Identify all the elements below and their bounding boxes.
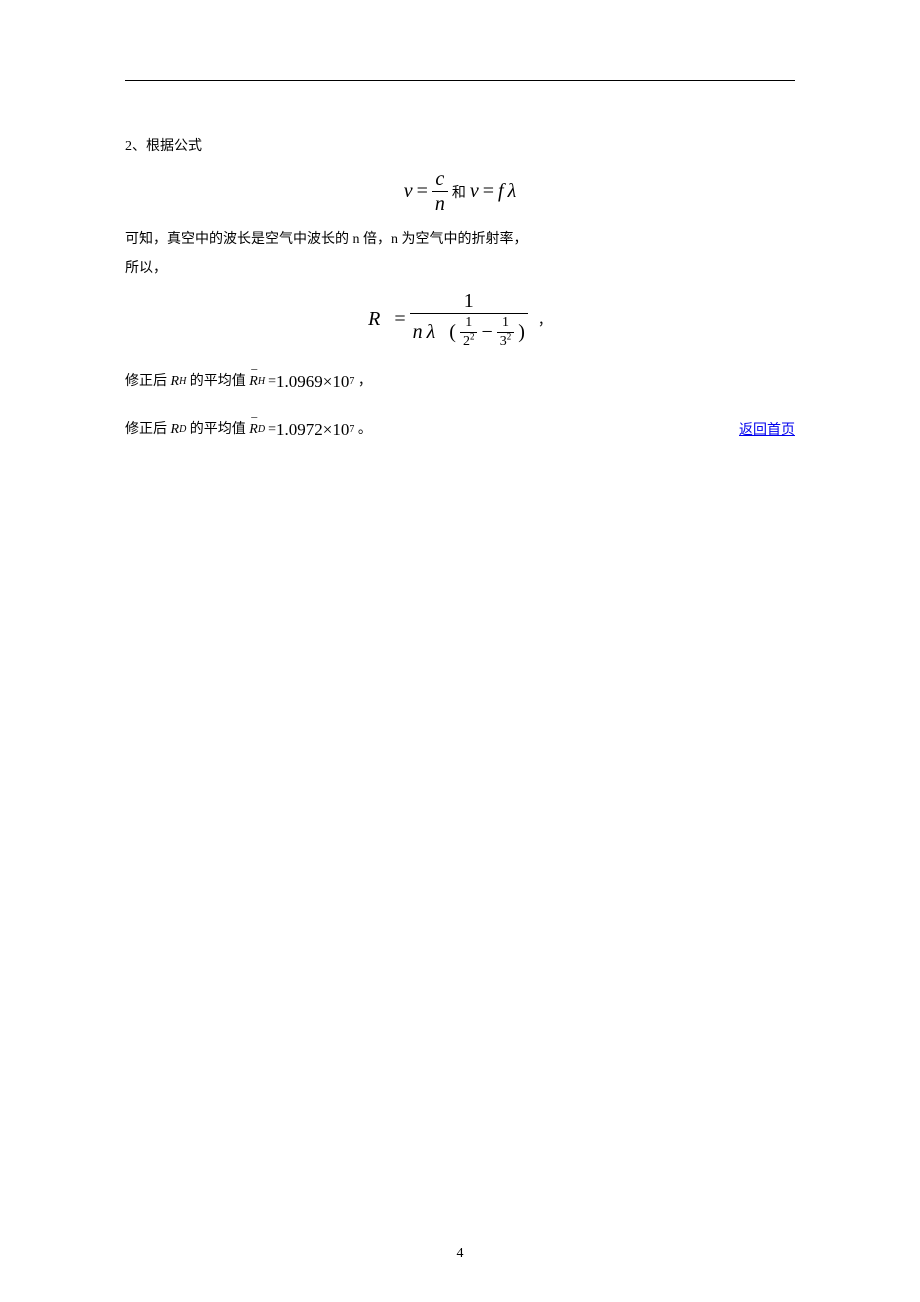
eq2-n: n: [413, 321, 423, 343]
eq2-minus: −: [481, 321, 492, 343]
back-to-home-link[interactable]: 返回首页: [739, 419, 795, 439]
paragraph-intro: 2、根据公式: [125, 136, 795, 158]
page-number: 4: [0, 1246, 920, 1262]
equation-1: v = c n 和 v = fλ: [125, 168, 795, 215]
paragraph-2a: 可知，真空中的波长是空气中波长的 n 倍，n 为空气中的折射率，: [125, 229, 795, 251]
eq1-frac-den: n: [432, 191, 448, 215]
page: 2、根据公式 v = c n 和 v = fλ 可知，真空中的波长是空气中波长的…: [0, 0, 920, 1302]
result-line-D: 修正后 RD 的平均值 –RD = 1.0972 × 107 。 返回首页: [125, 413, 795, 445]
eq2-lambda: λ: [427, 321, 436, 343]
eq1-mid: 和: [452, 182, 466, 202]
eq1-lambda: λ: [508, 180, 517, 203]
eq1-eq2: =: [483, 180, 494, 203]
eq2-rparen: ): [518, 321, 525, 343]
eq2-num: 1: [461, 290, 477, 313]
result-D-content: 修正后 RD 的平均值 –RD = 1.0972 × 107 。: [125, 418, 372, 440]
result-line-H: 修正后 RH 的平均值 –RH = 1.0969 × 107 ，: [125, 365, 795, 397]
eq2-den: nλ ( 1 22 − 1 32 ): [410, 313, 528, 349]
equation-2: R = 1 nλ ( 1 22 − 1: [125, 290, 795, 349]
eq1-v2: v: [470, 180, 479, 203]
eq2-inner-frac1: 1 22: [460, 315, 478, 349]
eq2-inner-frac2: 1 32: [497, 315, 515, 349]
header-rule: [125, 80, 795, 81]
eq1-eq1: =: [417, 180, 428, 203]
eq1-v1: v: [404, 180, 413, 203]
eq2-big-frac: 1 nλ ( 1 22 − 1 32: [410, 290, 528, 349]
paragraph-2b: 所以，: [125, 258, 795, 280]
eq1-frac-c-n: c n: [432, 168, 448, 215]
result-H-content: 修正后 RH 的平均值 –RH = 1.0969 × 107 ，: [125, 370, 372, 392]
eq2-tail: ，: [538, 310, 552, 330]
eq2-R: R: [368, 308, 380, 331]
eq2-eq: =: [394, 308, 405, 331]
eq1-frac-num: c: [432, 168, 447, 191]
eq1-f: f: [498, 180, 504, 203]
eq2-lparen: (: [449, 321, 456, 343]
